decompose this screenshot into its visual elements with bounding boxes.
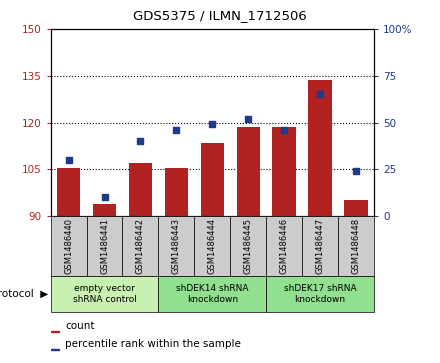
- Text: shDEK17 shRNA
knockdown: shDEK17 shRNA knockdown: [284, 284, 356, 304]
- Text: GSM1486446: GSM1486446: [280, 218, 289, 274]
- Bar: [194, 216, 230, 276]
- Bar: [51, 216, 87, 276]
- Bar: [51, 348, 59, 350]
- Bar: [237, 127, 260, 216]
- Point: [65, 157, 72, 163]
- Point: [209, 122, 216, 127]
- Bar: [272, 127, 296, 216]
- Text: shDEK14 shRNA
knockdown: shDEK14 shRNA knockdown: [176, 284, 249, 304]
- Point: [137, 138, 144, 144]
- Bar: [51, 331, 59, 332]
- Bar: [230, 216, 266, 276]
- Bar: [158, 216, 194, 276]
- Point: [352, 168, 359, 174]
- Bar: [302, 216, 338, 276]
- Text: GDS5375 / ILMN_1712506: GDS5375 / ILMN_1712506: [133, 9, 307, 22]
- Bar: [158, 276, 266, 312]
- Bar: [338, 216, 374, 276]
- Point: [317, 91, 324, 97]
- Text: GSM1486448: GSM1486448: [352, 218, 360, 274]
- Text: percentile rank within the sample: percentile rank within the sample: [65, 339, 241, 349]
- Text: GSM1486444: GSM1486444: [208, 218, 217, 274]
- Bar: [57, 168, 80, 216]
- Bar: [87, 216, 122, 276]
- Bar: [129, 163, 152, 216]
- Text: GSM1486447: GSM1486447: [315, 218, 325, 274]
- Text: GSM1486443: GSM1486443: [172, 218, 181, 274]
- Text: GSM1486441: GSM1486441: [100, 218, 109, 274]
- Bar: [266, 216, 302, 276]
- Text: protocol  ▶: protocol ▶: [0, 289, 48, 299]
- Bar: [201, 143, 224, 216]
- Point: [173, 127, 180, 133]
- Bar: [308, 81, 332, 216]
- Text: GSM1486445: GSM1486445: [244, 218, 253, 274]
- Bar: [51, 276, 158, 312]
- Bar: [165, 168, 188, 216]
- Text: count: count: [65, 321, 95, 331]
- Point: [281, 127, 288, 133]
- Bar: [122, 216, 158, 276]
- Text: empty vector
shRNA control: empty vector shRNA control: [73, 284, 136, 304]
- Bar: [345, 200, 368, 216]
- Text: GSM1486440: GSM1486440: [64, 218, 73, 274]
- Bar: [266, 276, 374, 312]
- Text: GSM1486442: GSM1486442: [136, 218, 145, 274]
- Bar: [93, 204, 116, 216]
- Point: [245, 116, 252, 122]
- Point: [101, 194, 108, 200]
